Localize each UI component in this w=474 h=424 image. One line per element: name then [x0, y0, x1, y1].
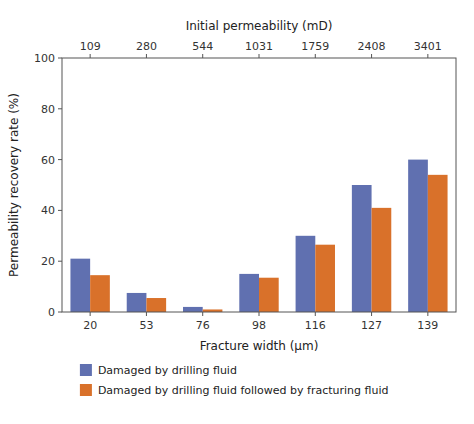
bar — [408, 160, 428, 312]
y-tick-label: 60 — [41, 154, 55, 167]
x2-tick — [427, 54, 428, 58]
x2-tick-label: 1031 — [245, 40, 273, 53]
legend-label: Damaged by drilling fluid — [98, 364, 237, 377]
x2-axis-label: Initial permeability (mD) — [186, 19, 333, 33]
x-tick — [259, 312, 260, 316]
x2-tick — [146, 54, 147, 58]
plot-frame — [62, 58, 456, 312]
bar — [296, 236, 316, 312]
legend-swatch — [80, 384, 92, 396]
y-tick — [58, 210, 62, 211]
y-tick-label: 20 — [41, 255, 55, 268]
x-tick-label: 127 — [361, 319, 382, 332]
x-tick — [90, 312, 91, 316]
x-tick-label: 53 — [139, 319, 153, 332]
x-tick-label: 139 — [417, 319, 438, 332]
x2-tick-label: 544 — [192, 40, 213, 53]
legend-swatch — [80, 364, 92, 376]
bar — [183, 307, 203, 312]
x-tick — [315, 312, 316, 316]
y-tick-label: 100 — [34, 52, 55, 65]
bar — [428, 175, 448, 312]
x2-tick-label: 1759 — [301, 40, 329, 53]
x2-tick-label: 109 — [80, 40, 101, 53]
y-tick-label: 40 — [41, 204, 55, 217]
bar — [259, 278, 279, 312]
x2-tick-label: 3401 — [414, 40, 442, 53]
x2-tick — [259, 54, 260, 58]
y-axis-label: Permeability recovery rate (%) — [7, 93, 21, 277]
y-tick-label: 80 — [41, 103, 55, 116]
x2-tick-label: 280 — [136, 40, 157, 53]
bar — [146, 298, 166, 312]
chart: 0 20 40 60 80 100 20 53 76 98 116 127 139 109 280 544 10… — [0, 0, 474, 424]
x2-tick — [202, 54, 203, 58]
x-tick-label: 116 — [305, 319, 326, 332]
bar — [239, 274, 259, 312]
x-tick — [202, 312, 203, 316]
x-tick — [427, 312, 428, 316]
bar — [70, 259, 90, 312]
x-tick-label: 76 — [196, 319, 210, 332]
x2-tick — [371, 54, 372, 58]
bar — [372, 208, 392, 312]
y-tick — [58, 58, 62, 59]
y-tick — [58, 108, 62, 109]
bar — [127, 293, 147, 312]
bars — [70, 160, 447, 312]
y-tick — [58, 312, 62, 313]
y-tick-label: 0 — [48, 306, 55, 319]
bar — [90, 275, 110, 312]
x2-tick — [315, 54, 316, 58]
legend: Damaged by drilling fluid Damaged by dril… — [80, 364, 389, 397]
x-tick — [371, 312, 372, 316]
y-tick — [58, 261, 62, 262]
bar — [315, 245, 335, 312]
x-tick-label: 98 — [252, 319, 266, 332]
x-tick — [146, 312, 147, 316]
x-axis-label: Fracture width (μm) — [200, 339, 319, 353]
legend-label: Damaged by drilling fluid followed by fr… — [98, 384, 389, 397]
x2-tick-label: 2408 — [358, 40, 386, 53]
bar — [352, 185, 372, 312]
x-tick-label: 20 — [83, 319, 97, 332]
x2-tick — [90, 54, 91, 58]
y-tick — [58, 159, 62, 160]
